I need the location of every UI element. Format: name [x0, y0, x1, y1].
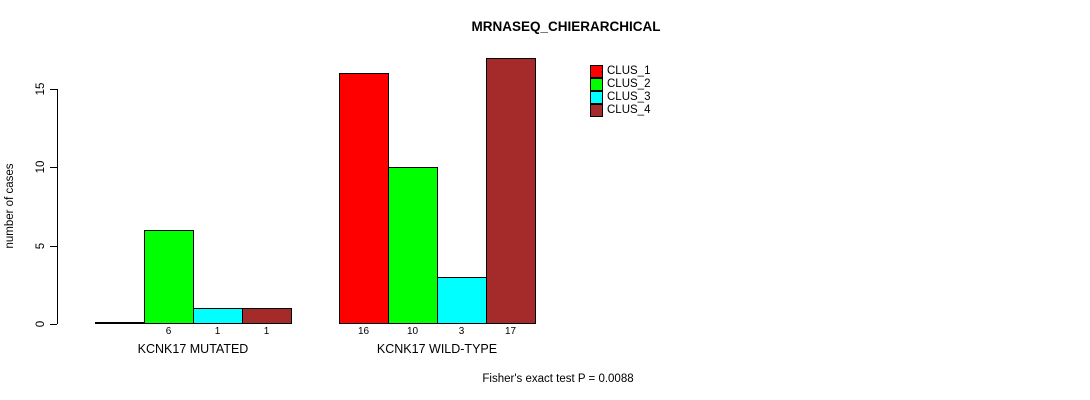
bar — [144, 230, 194, 324]
legend-item-label: CLUS_2 — [607, 78, 651, 90]
y-axis-tick-label: 15 — [35, 82, 47, 96]
bar — [486, 58, 536, 324]
bar-value-label: 1 — [214, 326, 221, 337]
legend-swatch — [590, 78, 603, 91]
legend-item-label: CLUS_4 — [607, 104, 651, 116]
bar-value-label: 3 — [458, 326, 465, 337]
bar — [437, 277, 487, 324]
y-axis-tick-label: 5 — [35, 242, 47, 249]
y-axis-line — [57, 88, 58, 324]
bar — [388, 167, 438, 324]
bar — [242, 308, 292, 324]
legend-swatch — [590, 91, 603, 104]
legend-item-label: CLUS_1 — [607, 65, 651, 77]
bar-value-label: 10 — [406, 326, 419, 337]
bar-value-label: 1 — [263, 326, 270, 337]
legend-item-label: CLUS_3 — [607, 91, 651, 103]
y-axis-title: number of cases — [4, 163, 16, 249]
bar-value-label: 6 — [165, 326, 172, 337]
y-axis-tick — [50, 324, 57, 325]
bar-value-label: 17 — [504, 326, 517, 337]
annotation-text: Fisher's exact test P = 0.0088 — [482, 373, 634, 385]
bar-value-label: 16 — [357, 326, 370, 337]
x-axis-group-label: KCNK17 MUTATED — [137, 342, 249, 356]
bar — [193, 308, 243, 324]
y-axis-tick-label: 10 — [35, 160, 47, 174]
x-axis-group-label: KCNK17 WILD-TYPE — [376, 342, 498, 356]
legend-swatch — [590, 65, 603, 78]
y-axis-tick — [50, 88, 57, 90]
bar-zero-height — [95, 322, 145, 324]
bar — [339, 73, 389, 324]
y-axis-tick — [50, 245, 57, 247]
chart-title: MRNASEQ_CHIERARCHICAL — [471, 19, 661, 34]
y-axis-tick-label: 0 — [35, 320, 47, 328]
y-axis-tick — [50, 167, 57, 169]
legend-swatch — [590, 104, 603, 117]
